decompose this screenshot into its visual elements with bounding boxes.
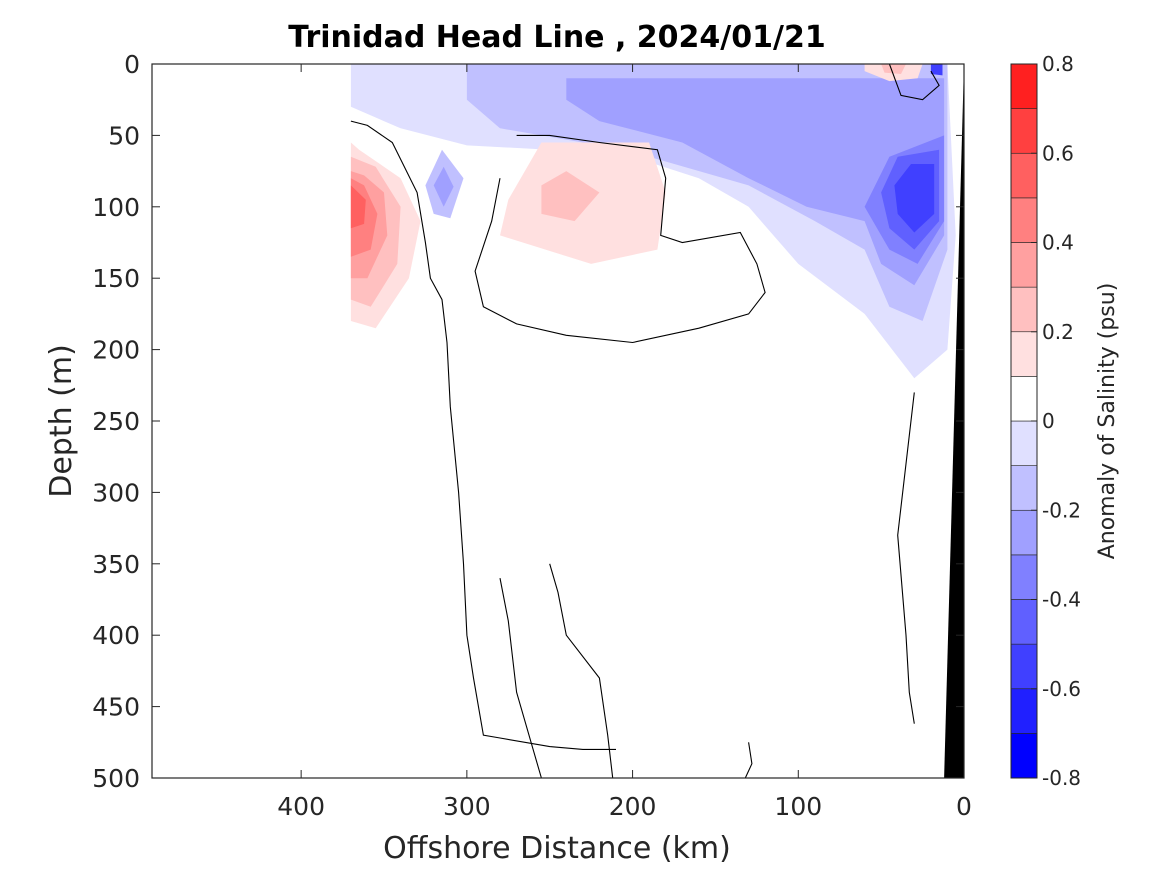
colorbar-segment: [1010, 643, 1038, 690]
y-tick-label: 300: [92, 478, 140, 507]
x-tick-label: 200: [609, 792, 657, 821]
y-tick-label: 350: [92, 550, 140, 579]
anomaly-region-7: [894, 164, 935, 233]
anomaly-region-8: [930, 64, 943, 76]
x-tick-label: 100: [774, 792, 822, 821]
bathymetry: [944, 64, 964, 778]
colorbar-tick-label: 0.8: [1042, 52, 1074, 76]
x-tick-label: 400: [277, 792, 325, 821]
zero-contour-5: [897, 392, 915, 724]
y-tick-label: 200: [92, 336, 140, 365]
colorbar-segment: [1010, 376, 1038, 422]
colorbar-tick-label: -0.6: [1042, 677, 1081, 701]
y-axis-label: Depth (m): [44, 344, 79, 498]
zero-contours: [350, 63, 940, 779]
colorbar-segment: [1010, 331, 1038, 377]
y-tick-label: 0: [124, 50, 140, 79]
colorbar-segment: [1010, 197, 1038, 243]
anomaly-region-3: [566, 78, 945, 286]
zero-contour-1: [474, 134, 766, 344]
colorbar-segment: [1010, 688, 1038, 734]
y-tick-label: 400: [92, 621, 140, 650]
colorbar-tick-label: 0: [1042, 409, 1055, 433]
y-tick-label: 450: [92, 693, 140, 722]
colorbar-segment: [1010, 733, 1038, 779]
colorbar-segment: [1010, 108, 1038, 154]
zero-contour-0: [350, 120, 616, 750]
x-axis: 400 300 200 100 0: [277, 64, 972, 821]
anomaly-region-14: [881, 64, 906, 74]
y-tick-label: 500: [92, 764, 140, 793]
colorbar-tick-label: -0.2: [1042, 498, 1081, 522]
colorbar-segment: [1010, 242, 1038, 288]
colorbar-segment: [1010, 420, 1038, 466]
colorbar-tick-label: -0.8: [1042, 766, 1081, 790]
colorbar-segment: [1010, 286, 1038, 333]
x-tick-label: 300: [443, 792, 491, 821]
zero-contour-3: [549, 563, 614, 779]
colorbar-segment: [1010, 509, 1038, 556]
y-tick-label: 150: [92, 264, 140, 293]
colorbar-segment: [1010, 63, 1038, 109]
anomaly-region-13: [541, 171, 600, 222]
y-tick-label: 50: [108, 121, 140, 150]
y-axis: 0 50 100 150 200 250 300 350 400 450 500: [92, 50, 964, 793]
anomaly-region-17: [350, 185, 366, 229]
zero-contour-2: [499, 577, 542, 779]
colorbar-segment: [1010, 599, 1038, 645]
colorbar-tick-label: 0.4: [1042, 231, 1074, 255]
colorbar-tick-label: 0.6: [1042, 141, 1074, 165]
colorbar: -0.8 -0.6 -0.4 -0.2 0 0.2 0.4 0.6 0.8: [1010, 52, 1081, 790]
colorbar-tick-label: 0.2: [1042, 320, 1074, 344]
colorbar-segment: [1010, 465, 1038, 511]
colorbar-label: Anomaly of Salinity (psu): [1095, 283, 1120, 560]
chart-title: Trinidad Head Line , 2024/01/21: [288, 20, 825, 55]
anomaly-region-4: [433, 166, 454, 207]
zero-contour-4: [888, 63, 940, 101]
y-tick-label: 100: [92, 193, 140, 222]
plot-area: [350, 64, 956, 379]
zero-contour-6: [744, 742, 753, 779]
x-tick-label: 0: [956, 792, 972, 821]
y-tick-label: 250: [92, 407, 140, 436]
bathymetry-shelf: [944, 64, 964, 778]
x-axis-label: Offshore Distance (km): [383, 831, 731, 866]
colorbar-tick-label: -0.4: [1042, 588, 1081, 612]
colorbar-segment: [1010, 554, 1038, 600]
colorbar-segment: [1010, 152, 1038, 199]
